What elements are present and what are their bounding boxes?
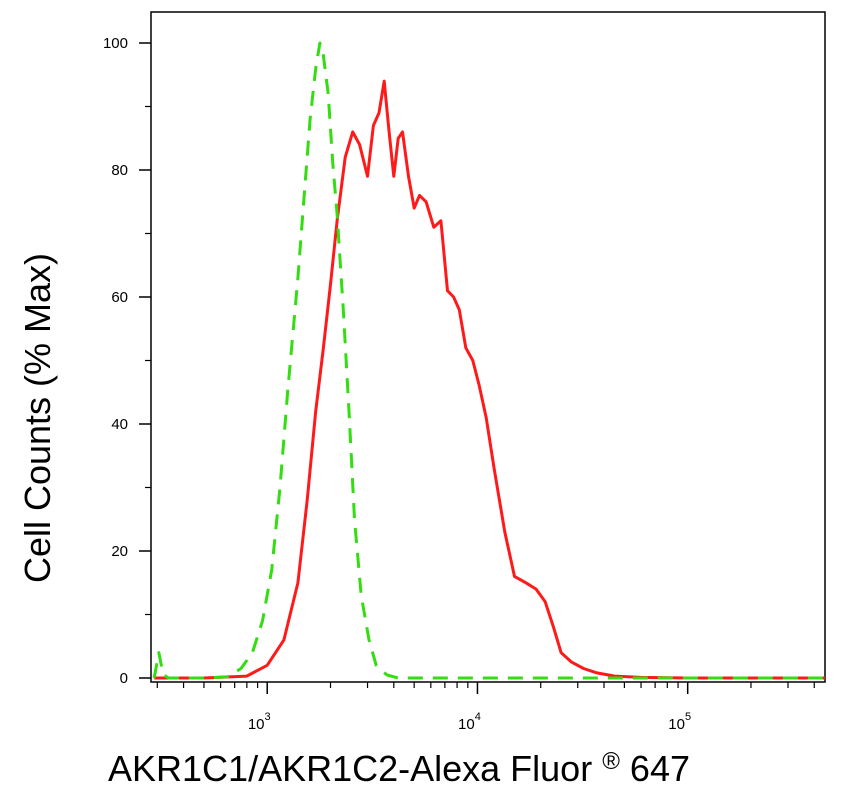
x-axis: 103 104 105 <box>156 682 815 733</box>
y-tick-label: 20 <box>111 543 128 560</box>
y-tick-label: 40 <box>111 416 128 433</box>
x-tick-label: 104 <box>458 711 481 733</box>
plot-frame <box>150 11 826 683</box>
x-axis-title: AKR1C1/AKR1C2-Alexa Fluor ® 647 <box>108 736 690 789</box>
y-tick-label: 100 <box>103 35 128 52</box>
x-tick-label: 103 <box>248 711 271 733</box>
y-tick-label: 60 <box>111 289 128 306</box>
y-axis: 0 20 40 60 80 100 <box>103 35 151 687</box>
y-tick-label: 0 <box>120 670 128 687</box>
x-axis-title-registered-mark: ® <box>602 748 620 775</box>
series-1-curve <box>154 79 825 680</box>
x-axis-title-suffix: 647 <box>630 748 690 789</box>
series-2-curve <box>152 41 825 680</box>
y-axis-title: Cell Counts (% Max) <box>17 253 58 583</box>
histogram-curves <box>152 41 825 680</box>
x-tick-label: 105 <box>668 711 691 733</box>
y-tick-label: 80 <box>111 162 128 179</box>
x-axis-title-main: AKR1C1/AKR1C2-Alexa Fluor <box>108 748 592 789</box>
